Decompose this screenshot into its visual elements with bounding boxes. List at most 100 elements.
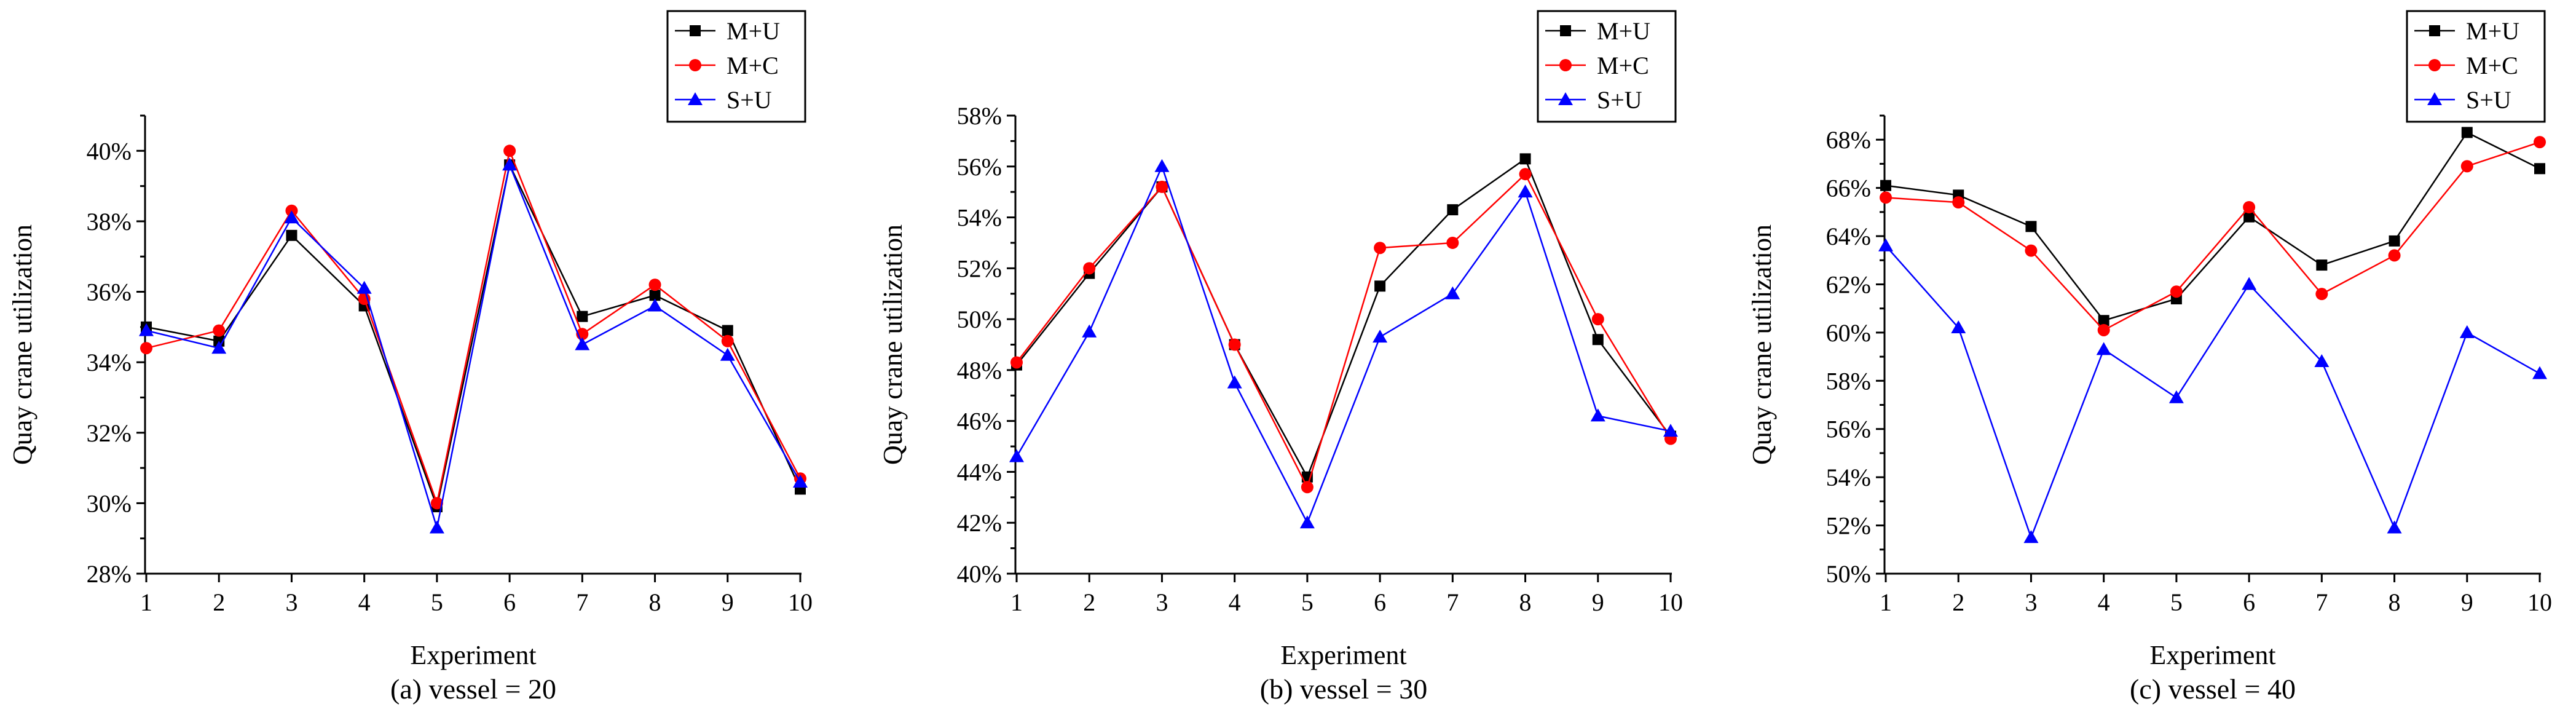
x-tick-label: 3 bbox=[1156, 588, 1168, 616]
data-point bbox=[1519, 153, 1531, 165]
y-tick-label: 36% bbox=[87, 279, 132, 306]
y-tick-label: 32% bbox=[87, 419, 132, 447]
data-point bbox=[1951, 320, 1966, 334]
data-point bbox=[2532, 366, 2547, 379]
data-point bbox=[1009, 449, 1024, 462]
data-point bbox=[2168, 390, 2184, 403]
data-point bbox=[1519, 168, 1532, 181]
data-point bbox=[139, 323, 154, 336]
data-point bbox=[647, 298, 663, 312]
data-point bbox=[1374, 280, 1386, 292]
data-point bbox=[1227, 375, 1242, 389]
legend-marker bbox=[2428, 59, 2441, 71]
y-tick-label: 68% bbox=[1826, 126, 1871, 154]
legend-marker bbox=[688, 92, 703, 105]
series-line bbox=[1015, 164, 1671, 525]
data-point bbox=[211, 341, 227, 354]
legend: M+U M+C S+U bbox=[1537, 10, 1677, 123]
x-tick-label: 2 bbox=[213, 588, 225, 616]
series-S+U bbox=[1009, 159, 1678, 529]
data-point bbox=[575, 337, 590, 350]
y-tick-label: 30% bbox=[87, 489, 132, 517]
legend-marker bbox=[690, 25, 701, 36]
legend-item: M+U bbox=[675, 17, 780, 45]
x-tick-label: 9 bbox=[2461, 588, 2473, 616]
data-point bbox=[430, 497, 443, 510]
data-point bbox=[213, 324, 226, 337]
data-point bbox=[577, 311, 588, 322]
x-tick-label: 5 bbox=[1301, 588, 1314, 616]
data-point bbox=[1590, 408, 1605, 422]
legend-marker bbox=[689, 59, 701, 71]
legend-label: M+U bbox=[1597, 17, 1650, 45]
y-tick-label: 40% bbox=[87, 137, 132, 165]
x-tick-label: 8 bbox=[1519, 588, 1532, 616]
data-point bbox=[2534, 136, 2546, 149]
series-line bbox=[1885, 245, 2540, 540]
x-tick-label: 2 bbox=[1952, 588, 1964, 616]
data-point bbox=[722, 325, 733, 336]
x-tick-label: 6 bbox=[1374, 588, 1386, 616]
series-M+C bbox=[1880, 136, 2546, 336]
data-point bbox=[2388, 249, 2401, 262]
legend-item: S+U bbox=[1545, 86, 1642, 114]
series-M+C bbox=[1010, 168, 1677, 494]
y-tick-label: 62% bbox=[1826, 271, 1871, 298]
series-M+U bbox=[1011, 153, 1676, 483]
legend-marker bbox=[1558, 92, 1573, 105]
data-point bbox=[2023, 530, 2039, 544]
legend-label: M+C bbox=[1597, 52, 1649, 79]
series-line bbox=[1016, 173, 1672, 489]
panel-caption: (b) vessel = 30 bbox=[1260, 673, 1428, 705]
chart-panel-1: 28% 30% 32% 34% 36% 38% 40% 1 2 3 4 5 6 7 8 9 10 Experime… bbox=[7, 10, 813, 705]
data-point bbox=[2170, 285, 2183, 298]
legend-item: S+U bbox=[2414, 86, 2511, 114]
y-tick-label: 64% bbox=[1826, 223, 1871, 250]
y-axis-title: Quay crane utilization bbox=[878, 224, 908, 465]
data-point bbox=[2316, 259, 2328, 271]
y-tick-label: 34% bbox=[87, 349, 132, 376]
x-tick-label: 7 bbox=[1446, 588, 1459, 616]
data-point bbox=[503, 144, 516, 157]
y-tick-label: 48% bbox=[957, 357, 1002, 384]
y-axis-title: Quay crane utilization bbox=[7, 224, 37, 465]
data-point bbox=[2534, 163, 2545, 175]
data-point bbox=[286, 229, 297, 241]
data-point bbox=[2098, 315, 2109, 326]
legend-marker bbox=[2429, 25, 2440, 36]
data-point bbox=[1880, 180, 1891, 191]
x-tick-label: 2 bbox=[1083, 588, 1095, 616]
data-point bbox=[2243, 211, 2255, 223]
data-point bbox=[2097, 323, 2110, 336]
legend-item: M+U bbox=[1545, 17, 1650, 45]
legend: M+U M+C S+U bbox=[666, 10, 806, 123]
y-tick-label: 54% bbox=[1826, 464, 1871, 491]
data-point bbox=[720, 347, 735, 361]
x-tick-label: 10 bbox=[2527, 588, 2552, 616]
x-tick-label: 3 bbox=[2025, 588, 2037, 616]
series-line bbox=[1885, 131, 2540, 322]
data-point bbox=[2243, 201, 2256, 213]
x-tick-label: 9 bbox=[1592, 588, 1604, 616]
data-point bbox=[1156, 180, 1168, 193]
panel-caption: (a) vessel = 20 bbox=[390, 673, 556, 705]
data-point bbox=[1154, 159, 1170, 172]
series-line bbox=[1885, 141, 2540, 331]
x-tick-label: 6 bbox=[2243, 588, 2255, 616]
x-tick-label: 10 bbox=[1658, 588, 1683, 616]
y-tick-label: 28% bbox=[87, 560, 132, 588]
data-point bbox=[429, 520, 444, 534]
data-point bbox=[2096, 342, 2111, 355]
data-point bbox=[793, 475, 808, 488]
y-tick-label: 38% bbox=[87, 208, 132, 235]
data-point bbox=[2242, 277, 2257, 290]
legend-label: M+U bbox=[2466, 17, 2519, 45]
legend-item: M+C bbox=[1545, 52, 1649, 79]
series-line bbox=[1016, 157, 1671, 479]
y-tick-label: 56% bbox=[957, 153, 1002, 181]
series-line bbox=[146, 162, 802, 510]
data-point bbox=[1083, 262, 1096, 275]
data-point bbox=[1082, 324, 1097, 338]
y-tick-label: 46% bbox=[957, 408, 1002, 435]
data-point bbox=[1010, 356, 1023, 369]
